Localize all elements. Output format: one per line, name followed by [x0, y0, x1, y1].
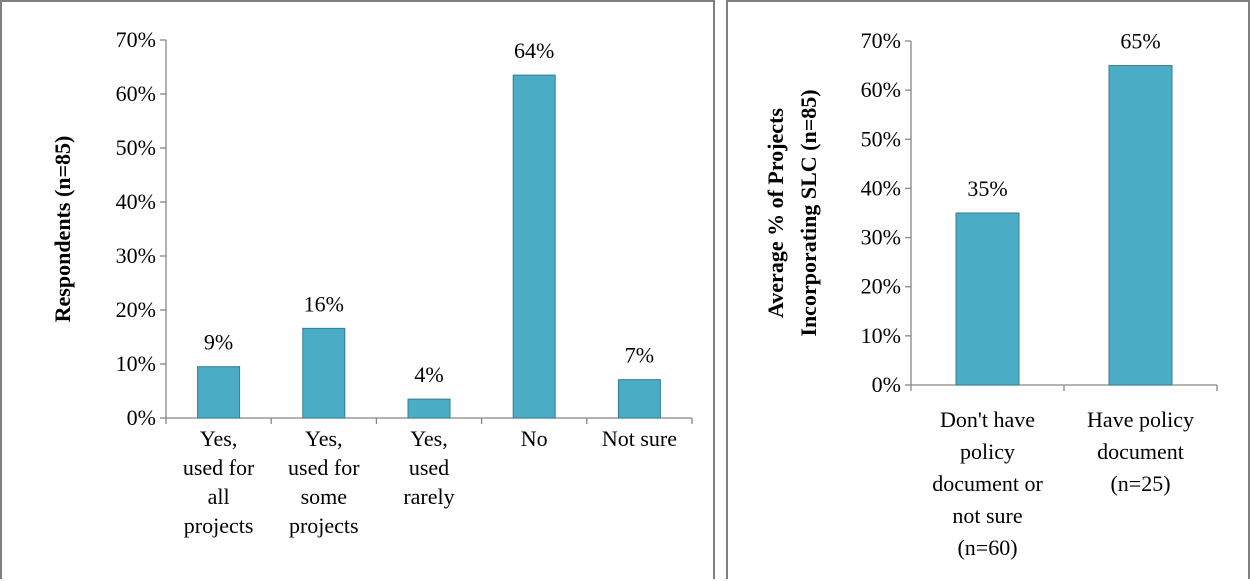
right-chart-panel: 0% 10% 20% 30% 40% 50% 60% 70% 35% Don't have poli…: [726, 0, 1250, 579]
x-category-label: Don't have: [940, 407, 1035, 432]
bar: [197, 366, 241, 419]
policy-bar-chart: 0% 10% 20% 30% 40% 50% 60% 70% 35% Don't have poli…: [763, 28, 1218, 560]
bar: [1108, 65, 1173, 386]
y-tick-label: 60%: [861, 77, 901, 102]
x-category-label: not sure: [952, 503, 1022, 528]
x-category-label: used for: [288, 455, 360, 480]
y-tick-label: 0%: [872, 372, 901, 397]
y-tick-label: 70%: [116, 27, 156, 52]
y-tick-label: 20%: [116, 297, 156, 322]
bar: [407, 398, 451, 419]
x-category-label: policy: [960, 439, 1015, 464]
data-label: 35%: [967, 176, 1007, 201]
x-category-label: document: [1097, 439, 1184, 464]
y-tick-label: 40%: [861, 175, 901, 200]
x-category-label: Have policy: [1087, 407, 1194, 432]
x-category-label: some: [301, 484, 347, 509]
bar: [955, 212, 1020, 386]
x-category-label: (n=60): [957, 535, 1017, 560]
x-category-label: Yes,: [200, 426, 238, 451]
x-category-label: used: [409, 455, 449, 480]
data-label: 16%: [304, 291, 344, 316]
bar: [512, 74, 556, 419]
x-category-label: document or: [932, 471, 1043, 496]
y-tick-label: 40%: [116, 189, 156, 214]
x-category-label: projects: [184, 513, 254, 538]
data-label: 9%: [204, 330, 233, 355]
y-tick-label: 60%: [116, 81, 156, 106]
y-tick-label: 0%: [127, 405, 156, 430]
x-category-label: all: [208, 484, 230, 509]
y-axis-title: Average % of Projects: [763, 108, 788, 318]
x-category-label: (n=25): [1110, 471, 1170, 496]
y-tick-label: 50%: [116, 135, 156, 160]
x-category-label: No: [521, 426, 548, 451]
bar: [302, 327, 346, 419]
data-label: 64%: [514, 38, 554, 63]
left-chart-panel: 0% 10% 20% 30% 40% 50% 60% 70% 9% Yes, used for all…: [0, 0, 715, 579]
y-tick-label: 10%: [116, 351, 156, 376]
y-tick-label: 70%: [861, 28, 901, 53]
x-category-label: projects: [289, 513, 359, 538]
y-axis-title: Incorporating SLC (n=85): [796, 89, 821, 336]
x-category-label: rarely: [403, 484, 454, 509]
y-tick-label: 10%: [861, 323, 901, 348]
x-category-label: used for: [183, 455, 255, 480]
x-category-label: Yes,: [305, 426, 343, 451]
y-tick-label: 30%: [861, 225, 901, 250]
respondents-bar-chart: 0% 10% 20% 30% 40% 50% 60% 70% 9% Yes, used for all…: [50, 27, 693, 538]
x-category-label: Yes,: [410, 426, 448, 451]
data-label: 7%: [625, 343, 654, 368]
data-label: 4%: [414, 362, 443, 387]
bar: [617, 379, 661, 419]
y-axis-title: Respondents (n=85): [50, 136, 75, 323]
y-tick-label: 20%: [861, 274, 901, 299]
x-category-label: Not sure: [602, 426, 677, 451]
y-tick-label: 50%: [861, 126, 901, 151]
data-label: 65%: [1120, 29, 1160, 54]
y-tick-label: 30%: [116, 243, 156, 268]
